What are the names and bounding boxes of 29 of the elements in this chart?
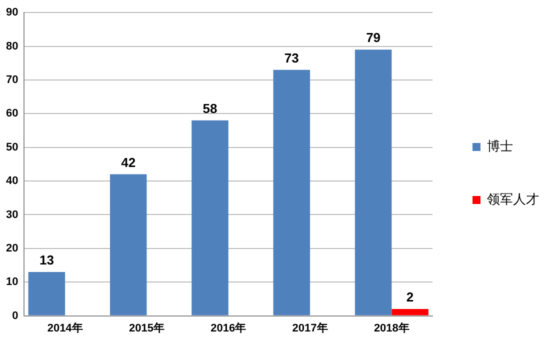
data-label: 42 bbox=[121, 154, 136, 170]
data-label: 58 bbox=[202, 100, 218, 116]
bar bbox=[354, 50, 392, 316]
y-tick-label: 20 bbox=[6, 242, 18, 254]
y-tick-label: 80 bbox=[6, 40, 18, 52]
y-tick-label: 70 bbox=[6, 74, 18, 86]
y-tick-label: 40 bbox=[6, 175, 18, 188]
y-tick-label: 50 bbox=[6, 141, 18, 154]
y-tick-label: 60 bbox=[6, 108, 18, 120]
legend-label: 博士 bbox=[487, 138, 513, 154]
y-tick-label: 90 bbox=[6, 6, 18, 19]
y-tick-label: 10 bbox=[6, 276, 18, 288]
bar bbox=[28, 272, 66, 316]
x-tick-label: 2018年 bbox=[374, 321, 410, 334]
bar bbox=[273, 70, 310, 316]
bar bbox=[192, 120, 228, 316]
y-tick-label: 0 bbox=[12, 310, 18, 322]
x-tick-label: 2014年 bbox=[47, 321, 83, 334]
data-label: 79 bbox=[366, 30, 381, 46]
bar bbox=[110, 174, 147, 316]
x-tick-label: 2015年 bbox=[128, 321, 164, 334]
bar bbox=[392, 309, 428, 316]
data-label: 73 bbox=[284, 50, 299, 66]
x-tick-label: 2016年 bbox=[210, 321, 246, 334]
y-tick-label: 30 bbox=[6, 208, 18, 221]
data-label: 13 bbox=[39, 252, 54, 268]
x-tick-label: 2017年 bbox=[292, 321, 328, 334]
legend-label: 领军人才 bbox=[487, 192, 539, 207]
data-label: 2 bbox=[406, 290, 414, 305]
